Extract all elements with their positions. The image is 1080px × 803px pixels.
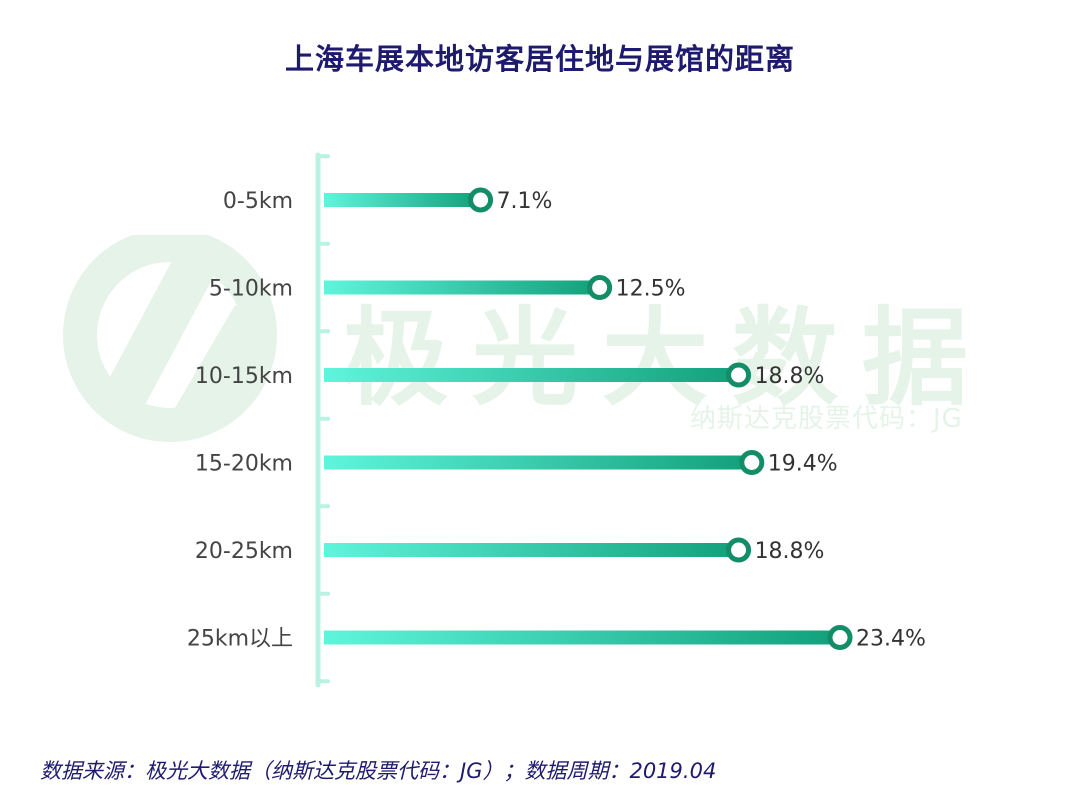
bar-end-marker	[587, 275, 613, 300]
bar-end-marker	[726, 537, 752, 563]
category-label: 15-20km	[195, 452, 293, 477]
chart-title: 上海车展本地访客居住地与展馆的距离	[284, 42, 795, 76]
watermark-subtitle: 纳斯达克股票代码：JG	[690, 404, 963, 434]
watermark-brand: 极光大数据	[342, 297, 992, 420]
value-label: 23.4%	[856, 627, 926, 652]
bar	[324, 193, 481, 207]
value-label: 12.5%	[616, 277, 686, 302]
bar	[324, 368, 739, 382]
watermark-logo-icon	[63, 235, 277, 442]
bar-end-marker	[827, 625, 853, 650]
value-label: 7.1%	[497, 189, 553, 214]
value-label: 19.4%	[768, 452, 838, 477]
bar	[324, 630, 840, 645]
bar-end-marker	[739, 450, 765, 475]
bar	[324, 280, 600, 295]
category-label: 0-5km	[223, 189, 293, 214]
bar-end-marker	[468, 187, 494, 213]
bar	[324, 455, 752, 470]
category-label: 25km以上	[187, 627, 293, 652]
category-label: 20-25km	[195, 539, 293, 564]
bar-end-marker	[726, 362, 752, 388]
category-label: 5-10km	[209, 277, 293, 302]
category-label: 10-15km	[195, 364, 293, 389]
source-note: 数据来源：极光大数据（纳斯达克股票代码：JG）；数据周期：2019.04	[40, 759, 717, 783]
value-label: 18.8%	[755, 539, 825, 564]
value-label: 18.8%	[755, 364, 825, 389]
bar	[324, 543, 739, 557]
